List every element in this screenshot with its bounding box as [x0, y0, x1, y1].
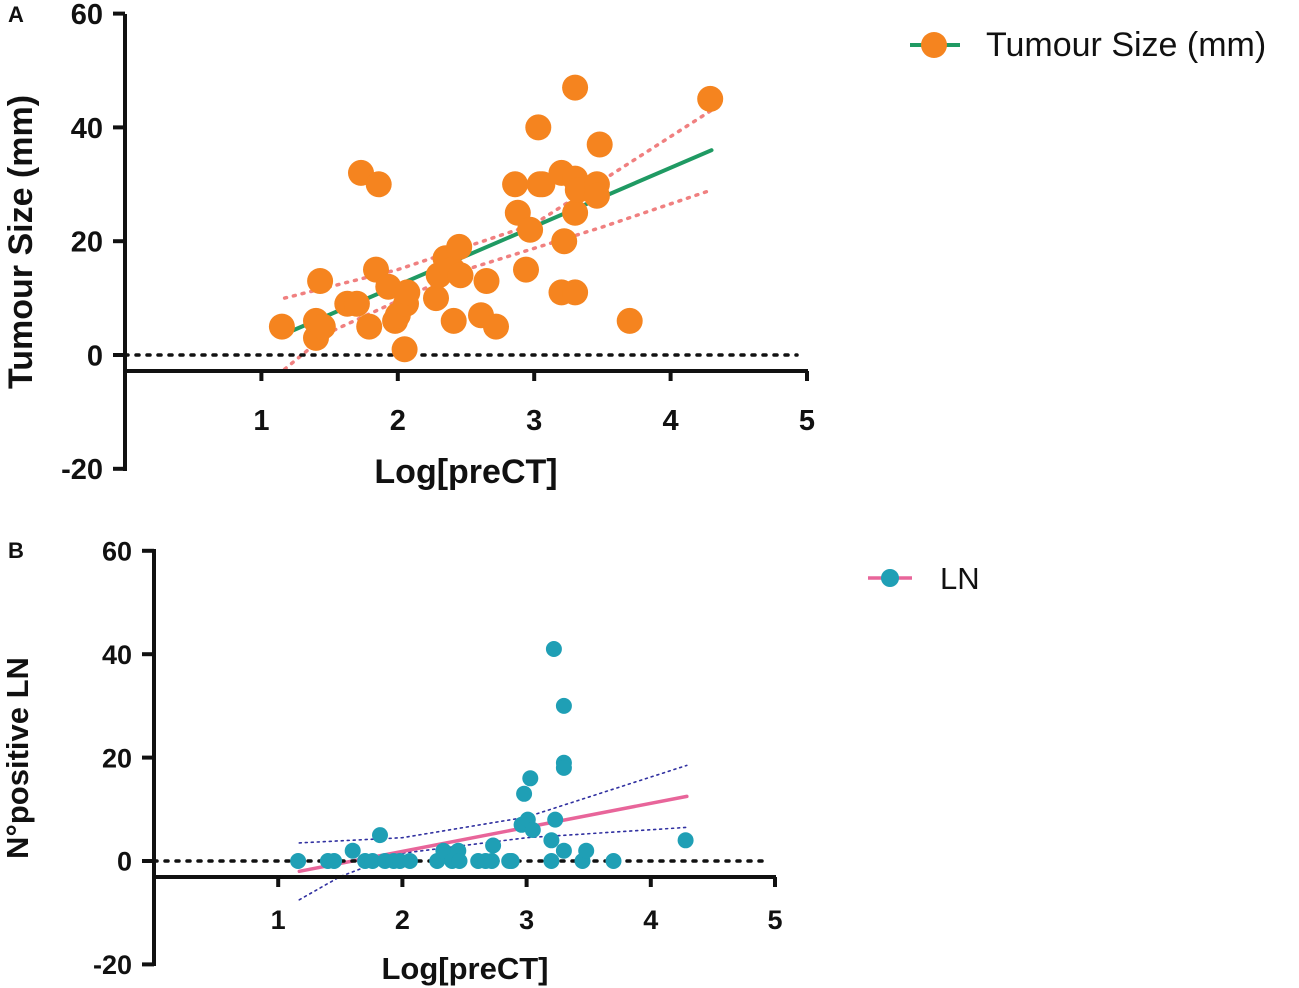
panel-b-data-point — [364, 853, 381, 869]
panel-b-y-tick-label: 40 — [102, 640, 132, 670]
panel-a-data-point — [307, 268, 334, 294]
panel-a-x-axis-title: Log[preCT] — [374, 453, 557, 491]
panel-a-x-tick-label: 5 — [799, 405, 815, 437]
panel-a-data-point — [551, 228, 578, 255]
panel-a-data-point — [562, 279, 589, 306]
panel-b-x-tick-label: 3 — [519, 905, 534, 935]
panel-a-data-point — [586, 131, 613, 158]
panel-a-ci-upper-band — [282, 108, 714, 300]
panel-b-y-ticks: -20 0 20 40 60 — [93, 537, 154, 980]
panel-a-data-point — [517, 216, 544, 243]
panel-a-data-point — [447, 262, 474, 289]
panel-a-y-ticks: -20 0 20 40 60 — [61, 0, 125, 486]
panel-b-data-point — [524, 822, 541, 838]
panel-a-data-point — [446, 233, 473, 260]
panel-a-legend: Tumour Size (mm) — [910, 26, 1266, 64]
panel-b-ci-lower-band — [298, 826, 688, 901]
panel-b-data-point — [485, 837, 502, 854]
panel-a-legend-label: Tumour Size (mm) — [986, 26, 1266, 64]
panel-a-y-tick-label: 60 — [71, 0, 103, 31]
panel-b-data-point — [344, 842, 361, 859]
panel-a-data-point — [440, 307, 467, 334]
panel-a-data-point — [562, 74, 589, 101]
panel-b-x-tick-label: 5 — [767, 905, 782, 935]
panel-b-legend: LN — [868, 561, 980, 596]
panel-b-data-point — [555, 759, 572, 776]
panel-b-y-tick-label: 20 — [102, 743, 132, 773]
panel-b-data-point — [516, 785, 533, 802]
panel-a-x-ticks: 1 2 3 4 5 — [253, 371, 815, 437]
panel-a-data-point — [309, 313, 336, 340]
panel-a-y-axis-title: Tumour Size (mm) — [2, 95, 40, 389]
panel-b-data-point — [677, 832, 694, 849]
panel-a-x-tick-label: 1 — [253, 405, 269, 437]
panel-b-x-tick-label: 4 — [643, 905, 658, 935]
panel-b-data-points — [290, 641, 694, 869]
panel-b-data-point — [290, 853, 307, 869]
panel-b-y-axis-title: N°positive LN — [0, 657, 35, 859]
panel-b-data-point — [522, 770, 539, 787]
panel-b-x-tick-label: 2 — [395, 905, 410, 935]
panel-a-data-point — [483, 313, 509, 340]
panel-a-y-tick-label: -20 — [61, 454, 103, 486]
panel-b-data-point — [578, 842, 595, 859]
panel-a-data-point — [525, 114, 552, 141]
panel-b-letter: B — [8, 538, 24, 563]
panel-a-data-point — [562, 199, 589, 226]
panel-b-y-tick-label: 60 — [102, 537, 132, 567]
panel-a-letter: A — [8, 2, 24, 27]
panel-b-data-point — [503, 853, 520, 869]
panel-a-data-point — [616, 307, 643, 334]
panel-b-data-point — [545, 641, 562, 657]
panel-a-data-point — [356, 313, 383, 340]
panel-b: B 1 2 3 4 5 -20 0 20 40 60 Log[preCT] N°positive… — [0, 537, 980, 986]
panel-a-y-tick-label: 20 — [71, 227, 103, 259]
panel-b-x-axis-title: Log[preCT] — [381, 951, 548, 986]
panel-a-data-point — [268, 313, 295, 340]
panel-b-y-tick-label: -20 — [93, 950, 132, 980]
panel-a-data-point — [513, 256, 539, 283]
panel-a-y-tick-label: 0 — [87, 340, 103, 372]
panel-b-axes — [152, 549, 776, 966]
panel-a-data-point — [423, 285, 449, 312]
panel-b-x-ticks: 1 2 3 4 5 — [271, 877, 783, 935]
panel-b-data-point — [483, 853, 500, 869]
panel-a-data-point — [697, 85, 724, 112]
panel-a-data-point — [343, 290, 370, 317]
panel-b-ci-upper-band — [298, 764, 688, 844]
panel-b-legend-label: LN — [940, 561, 980, 596]
panel-b-data-point — [605, 853, 622, 869]
panel-a-x-tick-label: 3 — [526, 405, 542, 437]
panel-a-x-tick-label: 2 — [390, 405, 406, 437]
panel-a-data-point — [502, 171, 529, 198]
panel-b-data-point — [543, 853, 560, 869]
panel-b-data-point — [451, 853, 468, 869]
panel-a-data-point — [529, 171, 556, 198]
panel-b-data-point — [543, 832, 560, 849]
panel-a-data-points — [268, 74, 724, 363]
panel-b-data-point — [326, 853, 343, 869]
panel-a-data-point — [583, 182, 610, 209]
panel-b-confidence-bands — [298, 764, 688, 901]
panel-a-data-point — [473, 268, 500, 294]
panel-a-data-point — [394, 279, 421, 306]
panel-a-data-point — [391, 336, 418, 363]
panel-a-legend-marker — [921, 32, 947, 58]
panel-a-y-tick-label: 40 — [71, 113, 103, 145]
panel-b-x-tick-label: 1 — [271, 905, 286, 935]
panel-a-data-point — [365, 171, 392, 198]
panel-b-data-point — [547, 811, 564, 828]
panel-b-data-point — [372, 827, 388, 844]
panel-b-legend-marker — [881, 569, 899, 587]
panel-b-data-point — [555, 842, 572, 859]
panel-b-data-point — [401, 853, 418, 869]
panel-b-data-point — [555, 697, 572, 714]
panel-a-x-tick-label: 4 — [663, 405, 679, 437]
panel-a: A 1 2 3 4 5 -20 0 20 40 60 Log[preCT] Tumour Siz… — [2, 0, 1266, 491]
panel-b-y-tick-label: 0 — [117, 847, 132, 877]
